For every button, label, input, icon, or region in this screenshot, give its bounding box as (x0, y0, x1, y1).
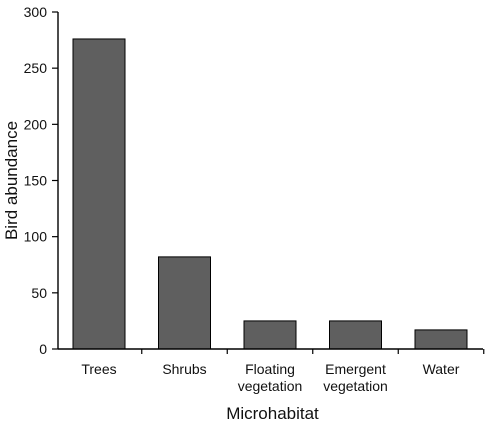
y-tick-label: 150 (24, 173, 48, 189)
x-tick-label: Shrubs (162, 361, 206, 377)
bar-trees (72, 38, 126, 350)
x-tick-label: Floating vegetation (238, 361, 303, 394)
y-tick-label: 250 (24, 60, 48, 76)
bar-emergent-vegetation (329, 320, 382, 350)
x-tick-label: Water (423, 361, 460, 377)
y-tick-label: 200 (24, 116, 48, 132)
y-tick-label: 50 (31, 285, 47, 301)
y-tick-label: 0 (39, 341, 47, 357)
x-tick-label: Emergent vegetation (323, 361, 388, 394)
y-axis-title: Bird abundance (2, 121, 21, 240)
bars-layer (72, 38, 468, 350)
y-ticks: 0 50 100 150 200 250 300 (24, 4, 58, 357)
x-tick-label: Trees (81, 361, 116, 377)
bar-water (414, 329, 468, 350)
bar-floating-vegetation (243, 320, 297, 350)
x-axis-title: Microhabitat (226, 404, 319, 423)
y-tick-label: 300 (24, 4, 48, 20)
bar-shrubs (158, 256, 211, 350)
x-ticks: Trees Shrubs Floating vegetation Emergent veg… (81, 349, 485, 394)
y-tick-label: 100 (24, 229, 48, 245)
